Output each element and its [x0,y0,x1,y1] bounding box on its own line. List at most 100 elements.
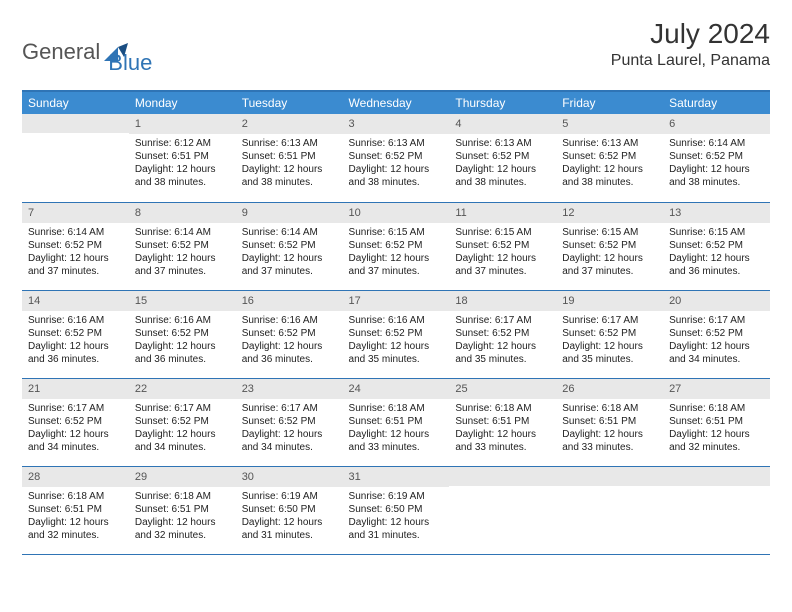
sunset-line: Sunset: 6:52 PM [455,327,550,340]
day-number: 8 [129,203,236,223]
title-block: July 2024 Punta Laurel, Panama [611,18,770,70]
month-title: July 2024 [611,18,770,50]
calendar-cell: 24Sunrise: 6:18 AMSunset: 6:51 PMDayligh… [343,378,450,466]
daylight-line: Daylight: 12 hours and 31 minutes. [242,516,337,542]
day-number: 11 [449,203,556,223]
header: General Blue July 2024 Punta Laurel, Pan… [22,18,770,76]
weekday-header: Sunday [22,91,129,114]
sunset-line: Sunset: 6:52 PM [135,415,230,428]
day-number: 1 [129,114,236,134]
calendar-week-row: 1Sunrise: 6:12 AMSunset: 6:51 PMDaylight… [22,114,770,202]
sunrise-line: Sunrise: 6:14 AM [242,226,337,239]
calendar-cell: 15Sunrise: 6:16 AMSunset: 6:52 PMDayligh… [129,290,236,378]
daylight-line: Daylight: 12 hours and 32 minutes. [28,516,123,542]
day-number: 31 [343,467,450,487]
sunrise-line: Sunrise: 6:15 AM [349,226,444,239]
day-details: Sunrise: 6:16 AMSunset: 6:52 PMDaylight:… [22,311,129,372]
sunrise-line: Sunrise: 6:17 AM [562,314,657,327]
day-number: 23 [236,379,343,399]
daylight-line: Daylight: 12 hours and 35 minutes. [349,340,444,366]
calendar-cell: 3Sunrise: 6:13 AMSunset: 6:52 PMDaylight… [343,114,450,202]
calendar-cell [449,466,556,554]
sunset-line: Sunset: 6:52 PM [349,150,444,163]
daylight-line: Daylight: 12 hours and 34 minutes. [669,340,764,366]
sunrise-line: Sunrise: 6:18 AM [349,402,444,415]
calendar-cell: 1Sunrise: 6:12 AMSunset: 6:51 PMDaylight… [129,114,236,202]
sunrise-line: Sunrise: 6:15 AM [455,226,550,239]
daylight-line: Daylight: 12 hours and 38 minutes. [669,163,764,189]
daylight-line: Daylight: 12 hours and 37 minutes. [242,252,337,278]
day-number: 21 [22,379,129,399]
location-label: Punta Laurel, Panama [611,52,770,70]
sunset-line: Sunset: 6:52 PM [28,327,123,340]
day-details: Sunrise: 6:15 AMSunset: 6:52 PMDaylight:… [343,223,450,284]
sunset-line: Sunset: 6:52 PM [455,150,550,163]
sunset-line: Sunset: 6:52 PM [455,239,550,252]
sunset-line: Sunset: 6:52 PM [562,150,657,163]
daylight-line: Daylight: 12 hours and 38 minutes. [455,163,550,189]
day-number: 3 [343,114,450,134]
day-number: 12 [556,203,663,223]
sunrise-line: Sunrise: 6:17 AM [135,402,230,415]
sunrise-line: Sunrise: 6:18 AM [669,402,764,415]
day-number [449,467,556,486]
day-details: Sunrise: 6:14 AMSunset: 6:52 PMDaylight:… [22,223,129,284]
calendar-table: SundayMondayTuesdayWednesdayThursdayFrid… [22,90,770,555]
calendar-cell: 13Sunrise: 6:15 AMSunset: 6:52 PMDayligh… [663,202,770,290]
day-details: Sunrise: 6:15 AMSunset: 6:52 PMDaylight:… [663,223,770,284]
sunset-line: Sunset: 6:52 PM [669,327,764,340]
calendar-cell: 22Sunrise: 6:17 AMSunset: 6:52 PMDayligh… [129,378,236,466]
day-details: Sunrise: 6:13 AMSunset: 6:52 PMDaylight:… [343,134,450,195]
day-number: 6 [663,114,770,134]
calendar-cell: 17Sunrise: 6:16 AMSunset: 6:52 PMDayligh… [343,290,450,378]
calendar-week-row: 28Sunrise: 6:18 AMSunset: 6:51 PMDayligh… [22,466,770,554]
day-details: Sunrise: 6:18 AMSunset: 6:51 PMDaylight:… [129,487,236,548]
daylight-line: Daylight: 12 hours and 38 minutes. [349,163,444,189]
day-details: Sunrise: 6:13 AMSunset: 6:52 PMDaylight:… [449,134,556,195]
calendar-cell: 12Sunrise: 6:15 AMSunset: 6:52 PMDayligh… [556,202,663,290]
sunrise-line: Sunrise: 6:12 AM [135,137,230,150]
day-number: 13 [663,203,770,223]
day-number: 17 [343,291,450,311]
daylight-line: Daylight: 12 hours and 33 minutes. [562,428,657,454]
calendar-cell: 21Sunrise: 6:17 AMSunset: 6:52 PMDayligh… [22,378,129,466]
day-details: Sunrise: 6:18 AMSunset: 6:51 PMDaylight:… [663,399,770,460]
day-details: Sunrise: 6:13 AMSunset: 6:51 PMDaylight:… [236,134,343,195]
calendar-cell: 2Sunrise: 6:13 AMSunset: 6:51 PMDaylight… [236,114,343,202]
daylight-line: Daylight: 12 hours and 38 minutes. [135,163,230,189]
weekday-header: Saturday [663,91,770,114]
sunrise-line: Sunrise: 6:14 AM [669,137,764,150]
day-details: Sunrise: 6:13 AMSunset: 6:52 PMDaylight:… [556,134,663,195]
calendar-cell [22,114,129,202]
sunset-line: Sunset: 6:52 PM [562,239,657,252]
calendar-cell: 11Sunrise: 6:15 AMSunset: 6:52 PMDayligh… [449,202,556,290]
sunrise-line: Sunrise: 6:15 AM [669,226,764,239]
calendar-cell: 8Sunrise: 6:14 AMSunset: 6:52 PMDaylight… [129,202,236,290]
day-number: 30 [236,467,343,487]
calendar-cell [556,466,663,554]
sunrise-line: Sunrise: 6:14 AM [28,226,123,239]
calendar-cell: 20Sunrise: 6:17 AMSunset: 6:52 PMDayligh… [663,290,770,378]
daylight-line: Daylight: 12 hours and 33 minutes. [455,428,550,454]
sunset-line: Sunset: 6:51 PM [669,415,764,428]
sunrise-line: Sunrise: 6:13 AM [349,137,444,150]
day-details: Sunrise: 6:18 AMSunset: 6:51 PMDaylight:… [22,487,129,548]
calendar-cell [663,466,770,554]
sunset-line: Sunset: 6:52 PM [562,327,657,340]
sunrise-line: Sunrise: 6:16 AM [28,314,123,327]
calendar-week-row: 21 Sunrise: 6:17 AMSunset: 6:52 PM Dayligh… [22,378,770,466]
day-details: Sunrise: 6:18 AMSunset: 6:51 PMDaylight:… [343,399,450,460]
day-number: 20 [663,291,770,311]
day-number: 28 [22,467,129,487]
daylight-line: Daylight: 12 hours and 37 minutes. [562,252,657,278]
daylight-line: Daylight: 12 hours and 31 minutes. [349,516,444,542]
day-number [556,467,663,486]
sunrise-line: Sunrise: 6:13 AM [562,137,657,150]
weekday-header-row: SundayMondayTuesdayWednesdayThursdayFrid… [22,91,770,114]
daylight-line: Daylight: 12 hours and 35 minutes. [455,340,550,366]
sunset-line: Sunset: 6:51 PM [135,503,230,516]
weekday-header: Wednesday [343,91,450,114]
sunset-line: Sunset: 6:52 PM [349,239,444,252]
daylight-line: Daylight: 12 hours and 34 minutes. [28,428,123,454]
sunset-line: Sunset: 6:51 PM [28,503,123,516]
